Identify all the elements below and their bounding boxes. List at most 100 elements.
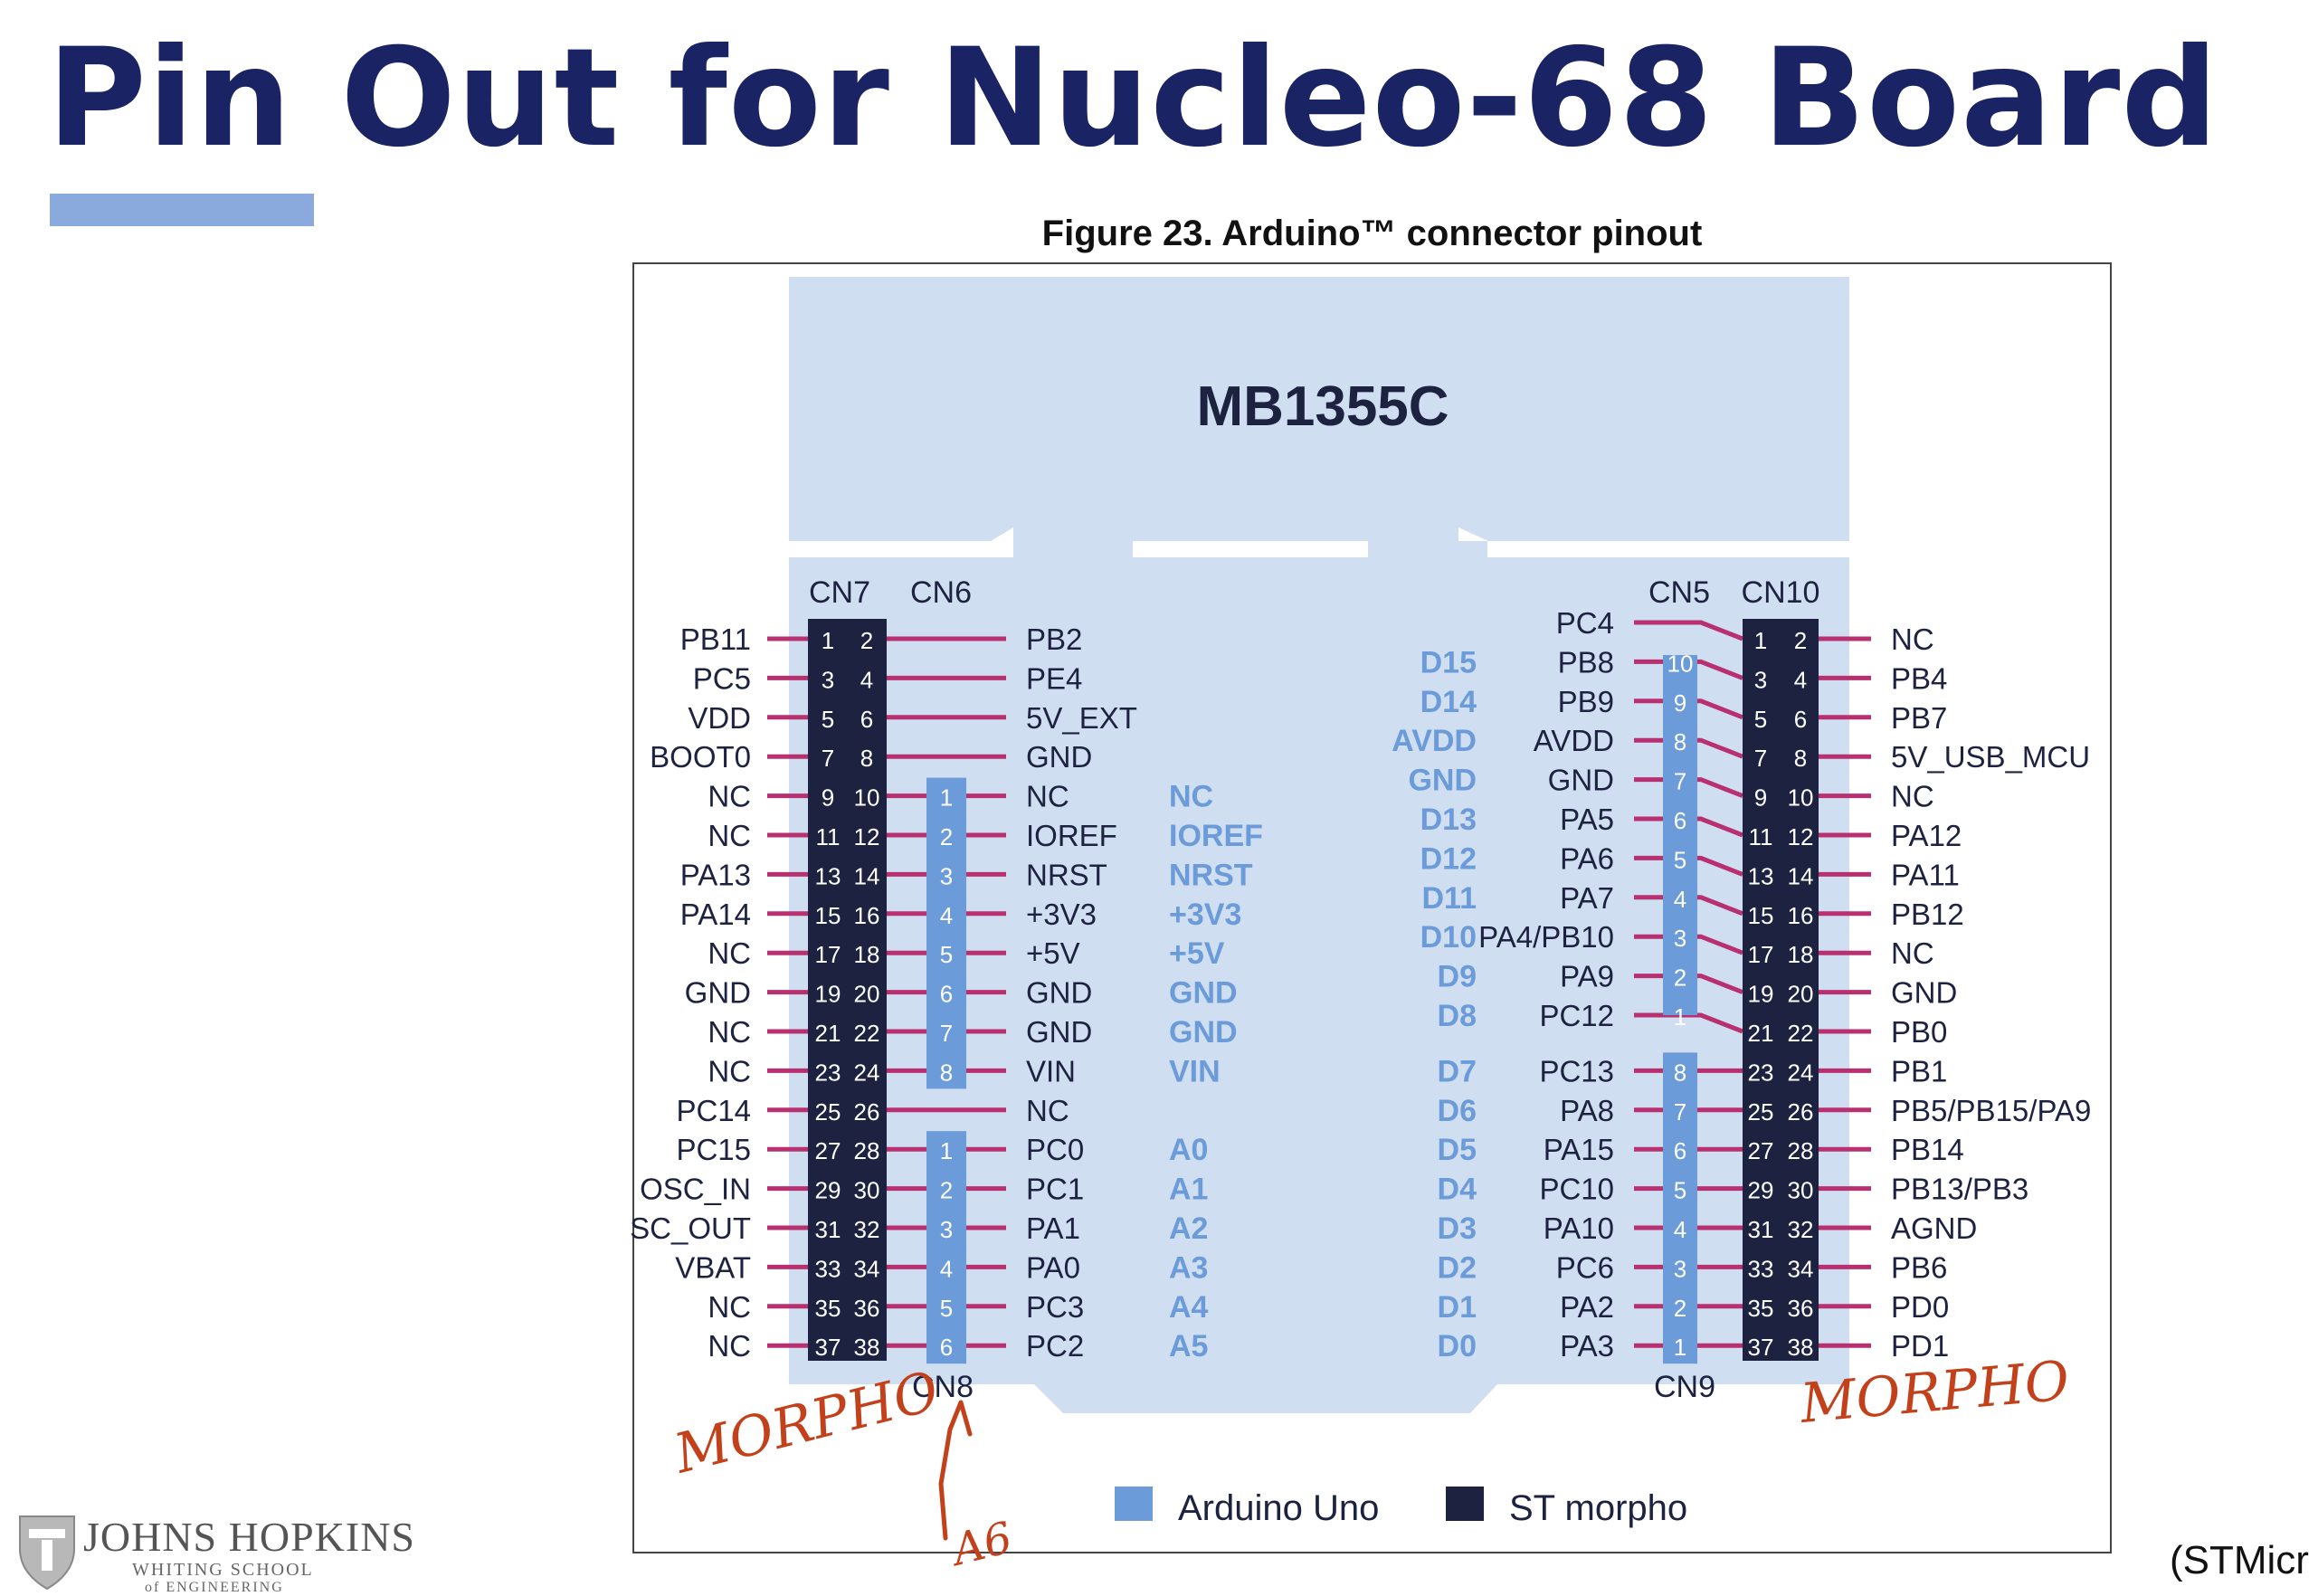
legend-label-arduino: Arduino Uno	[1178, 1488, 1379, 1528]
cn8-header	[926, 1131, 966, 1364]
cn10-left-pin-label: PA2	[1560, 1290, 1614, 1324]
cn10-right-pin-label: PB14	[1891, 1133, 1964, 1166]
cn7-left-pin-label: NC	[708, 819, 751, 852]
cn10-pin-number: 30	[1788, 1177, 1814, 1204]
cn9-arduino-label: D2	[1438, 1250, 1477, 1285]
cn10-pin-number: 4	[1794, 666, 1807, 693]
cn10-left-pin-label: PC13	[1539, 1054, 1614, 1088]
cn6-pin-number: 4	[940, 902, 953, 929]
cn10-pin-number: 24	[1788, 1059, 1814, 1086]
cn10-right-pin-label: PB5/PB15/PA9	[1891, 1094, 2091, 1127]
cn7-pin-number: 7	[822, 745, 834, 772]
legend-swatch-morpho	[1446, 1487, 1484, 1521]
cn7-left-pin-label: NC	[708, 1054, 751, 1088]
cn6-arduino-label: +5V	[1169, 936, 1225, 971]
cn7-left-pin-label: GND	[685, 976, 751, 1010]
cn10-pin-number: 38	[1788, 1334, 1814, 1361]
header-cn9: CN9	[1654, 1370, 1715, 1404]
cn5-pin-number: 6	[1674, 807, 1686, 834]
cn10-pin-number: 8	[1794, 745, 1807, 772]
cn9-pin-number: 4	[1674, 1216, 1686, 1243]
cn6-arduino-label: NC	[1169, 780, 1213, 814]
cn7-left-pin-label: PC15	[676, 1133, 751, 1166]
cn5-arduino-label: D8	[1438, 999, 1477, 1033]
cn10-left-pin-line	[1634, 895, 1743, 917]
cn7-left-pin-label: OSC_IN	[640, 1173, 751, 1206]
cn10-left-pin-label: PA7	[1560, 881, 1614, 915]
cn7-pin-number: 12	[854, 823, 880, 850]
cn10-pin-number: 33	[1748, 1255, 1774, 1282]
cn7-left-pin-label: NC	[708, 1290, 751, 1324]
cn10-left-pin-label: PB8	[1558, 645, 1614, 679]
cn7-right-pin-label: IOREF	[1026, 819, 1117, 852]
cn10-pin-number: 20	[1788, 981, 1814, 1008]
cn10-right-pin-label: PA11	[1891, 858, 1960, 891]
cn7-right-pin-label: PC3	[1026, 1290, 1084, 1324]
cn5-pin-number: 9	[1674, 689, 1686, 717]
cn10-left-pin-line	[1634, 974, 1743, 994]
cn7-pin-number: 22	[854, 1020, 880, 1047]
cn6-pin-number: 3	[940, 862, 953, 889]
cn8-pin-number: 3	[940, 1216, 953, 1243]
cn6-pin-number: 8	[940, 1059, 953, 1086]
cn7-pin-number: 24	[854, 1059, 880, 1086]
legend-label-morpho: ST morpho	[1509, 1488, 1687, 1528]
cn7-right-pin-label: NC	[1026, 780, 1069, 813]
cn9-arduino-label: D6	[1438, 1094, 1477, 1128]
cn10-pin-number: 14	[1788, 862, 1814, 889]
cn6-pin-number: 1	[940, 784, 953, 812]
cn10-right-pin-label: 5V_USB_MCU	[1891, 740, 2090, 774]
cn10-pin-number: 22	[1788, 1020, 1814, 1047]
jhu-name: JOHNS HOPKINS	[83, 1514, 416, 1560]
cn7-pin-number: 13	[815, 862, 841, 889]
cn10-left-pin-label: PB9	[1558, 685, 1614, 718]
cn9-arduino-label: D5	[1438, 1133, 1477, 1167]
cn10-pin-number: 19	[1748, 981, 1774, 1008]
cn7-pin-number: 21	[815, 1020, 841, 1047]
cn7-pin-number: 2	[860, 627, 873, 654]
cn10-right-pin-label: PD1	[1891, 1329, 1949, 1363]
cn7-right-pin-label: PC0	[1026, 1133, 1084, 1166]
jhu-school-sub: of ENGINEERING	[145, 1580, 284, 1595]
cn7-right-pin-label: +3V3	[1026, 898, 1097, 931]
cn10-left-pin-line	[1634, 777, 1743, 798]
title-accent-bar	[50, 194, 314, 226]
cn5-arduino-label: D11	[1422, 881, 1477, 916]
cn5-arduino-label: D14	[1420, 685, 1477, 719]
cn10-pin-number: 29	[1748, 1177, 1774, 1204]
cn10-pin-number: 21	[1748, 1020, 1774, 1047]
cn7-right-pin-label: NC	[1026, 1094, 1069, 1127]
cn7-pin-number: 26	[854, 1098, 880, 1126]
cn10-left-pin-line	[1634, 659, 1743, 680]
cn7-right-pin-label: 5V_EXT	[1026, 701, 1137, 735]
cn10-pin-number: 10	[1788, 784, 1814, 812]
cn8-arduino-label: A4	[1169, 1290, 1209, 1325]
cn7-left-pin-label: NC	[708, 780, 751, 813]
cn7-pin-number: 35	[815, 1295, 841, 1322]
cn9-pin-number: 1	[1674, 1334, 1686, 1361]
cn10-header	[1743, 619, 1819, 1361]
board-label: MB1355C	[1196, 375, 1449, 438]
cn7-pin-number: 38	[854, 1334, 880, 1361]
cn10-pin-number: 18	[1788, 941, 1814, 968]
cn7-pin-number: 5	[822, 706, 834, 733]
cn5-arduino-label: D9	[1438, 960, 1477, 994]
cn9-arduino-label: D7	[1438, 1054, 1477, 1088]
cn9-arduino-label: D4	[1438, 1173, 1477, 1207]
cn6-pin-number: 6	[940, 981, 953, 1008]
cn5-pin-number: 3	[1674, 925, 1686, 952]
cn7-left-pin-label: BOOT0	[650, 740, 751, 774]
cn10-left-pin-label: PC12	[1539, 999, 1614, 1032]
cn8-pin-number: 2	[940, 1177, 953, 1204]
cn5-pin-number: 4	[1674, 886, 1686, 913]
cn7-left-pin-label: PC5	[693, 661, 751, 695]
cn7-pin-number: 4	[860, 666, 873, 693]
cn10-pin-number: 7	[1754, 745, 1767, 772]
cn10-pin-number: 34	[1788, 1255, 1814, 1282]
cn7-pin-number: 1	[822, 627, 834, 654]
cn7-pin-number: 18	[854, 941, 880, 968]
figure-frame	[632, 262, 2112, 1553]
cn7-left-pin-label: VDD	[688, 701, 751, 735]
cn10-pin-number: 26	[1788, 1098, 1814, 1126]
